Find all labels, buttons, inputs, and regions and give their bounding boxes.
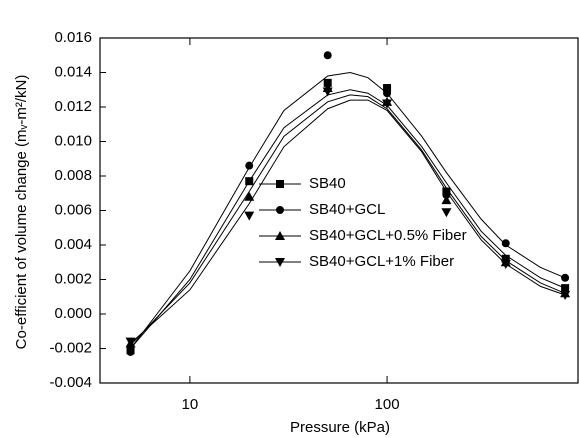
marker — [560, 291, 571, 301]
marker — [501, 239, 510, 248]
y-tick-label: 0.004 — [54, 236, 92, 253]
marker — [244, 191, 255, 201]
x-tick-label: 10 — [182, 396, 199, 413]
y-tick-label: 0.014 — [54, 63, 92, 80]
marker — [383, 89, 392, 98]
fit-curve — [130, 89, 566, 349]
y-tick-label: 0.012 — [54, 98, 92, 115]
marker — [245, 177, 254, 186]
legend-label: SB40+GCL+0.5% Fiber — [309, 227, 467, 244]
y-tick-label: -0.002 — [49, 339, 92, 356]
legend-marker — [275, 258, 285, 267]
y-tick-label: -0.004 — [49, 374, 92, 391]
marker — [383, 84, 392, 93]
y-tick-label: 0.010 — [54, 132, 92, 149]
y-axis-title: Co-efficient of volume change (mᵥ-m²/kN) — [13, 75, 30, 350]
y-tick-label: 0.002 — [54, 270, 92, 287]
y-tick-label: 0.008 — [54, 167, 92, 184]
fit-curve — [130, 94, 566, 346]
marker — [441, 195, 452, 205]
marker — [561, 273, 570, 282]
marker — [126, 347, 135, 356]
marker — [323, 51, 332, 60]
x-axis-title: Pressure (kPa) — [290, 419, 390, 436]
legend-label: SB40+GCL — [309, 201, 385, 218]
marker — [561, 284, 570, 293]
x-tick-label: 100 — [375, 396, 400, 413]
y-tick-label: 0.006 — [54, 201, 92, 218]
marker — [500, 259, 511, 269]
marker — [245, 161, 254, 170]
legend-label: SB40 — [309, 175, 346, 192]
legend-marker — [276, 206, 284, 214]
marker — [442, 190, 451, 199]
fit-curve — [130, 99, 566, 344]
fit-curve — [130, 71, 566, 349]
marker — [441, 208, 452, 218]
legend-label: SB40+GCL+1% Fiber — [309, 253, 454, 270]
legend-marker — [275, 231, 285, 240]
marker — [323, 78, 332, 87]
y-tick-label: 0.016 — [54, 29, 92, 46]
marker — [322, 87, 333, 97]
legend-marker — [276, 180, 284, 188]
marker — [244, 211, 255, 221]
marker — [125, 337, 136, 347]
y-tick-label: 0.000 — [54, 305, 92, 322]
marker — [382, 99, 393, 109]
